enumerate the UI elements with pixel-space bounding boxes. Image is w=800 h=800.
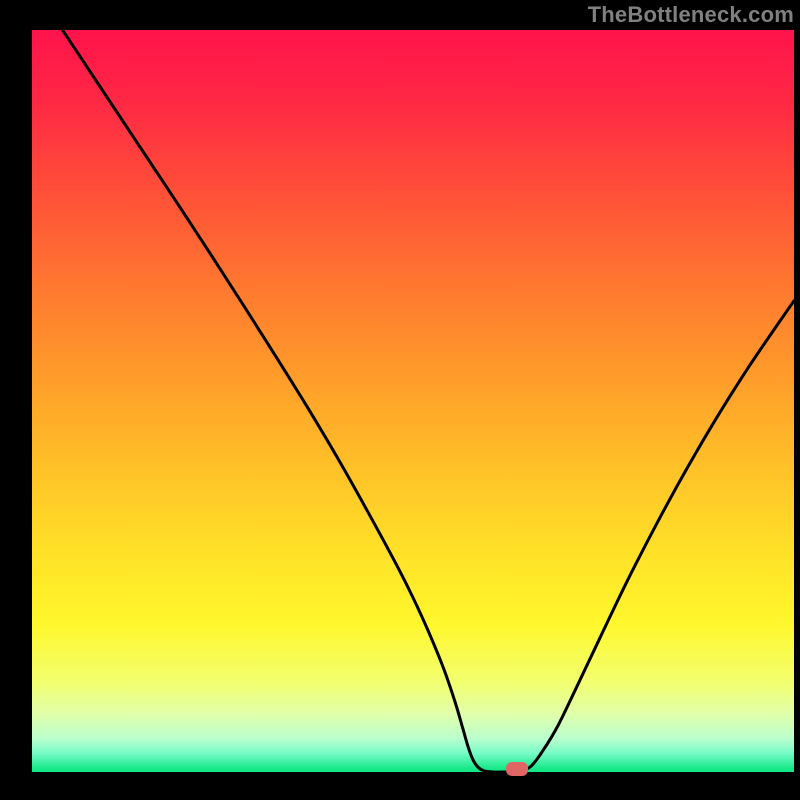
chart-frame: TheBottleneck.com: [0, 0, 800, 800]
bottleneck-curve: [0, 0, 800, 800]
curve-path: [62, 30, 794, 772]
watermark-label: TheBottleneck.com: [588, 2, 794, 28]
optimal-marker: [506, 762, 528, 776]
